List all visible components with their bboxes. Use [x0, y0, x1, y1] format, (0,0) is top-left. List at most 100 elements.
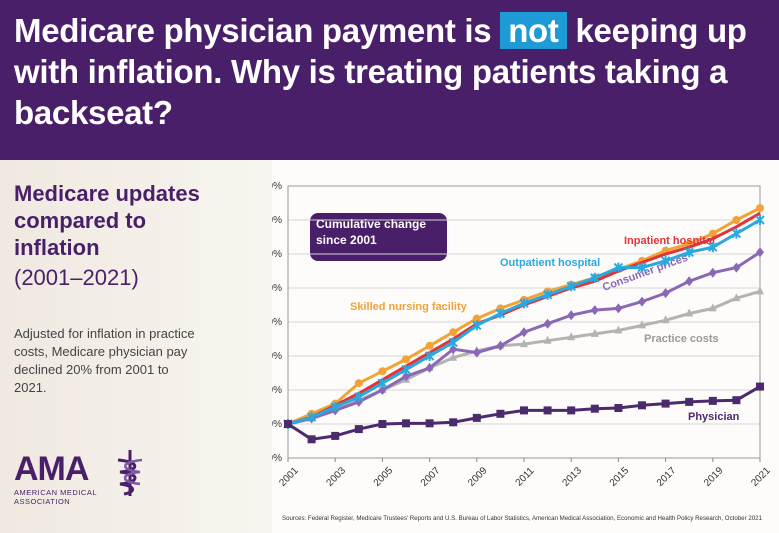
marker — [520, 406, 528, 415]
y-tick-label: 10% — [272, 385, 282, 396]
marker — [755, 215, 765, 225]
marker — [567, 406, 576, 415]
marker — [402, 419, 410, 428]
marker — [496, 409, 505, 418]
title-highlight: not — [500, 12, 567, 49]
marker — [638, 296, 646, 307]
left-panel: Medicare updates compared to inflation (… — [0, 160, 272, 533]
x-tick-label: 2005 — [372, 465, 396, 489]
marker — [567, 310, 576, 321]
marker — [495, 308, 506, 319]
marker — [590, 328, 599, 337]
marker — [402, 355, 410, 364]
marker — [590, 404, 599, 413]
marker — [685, 308, 694, 317]
marker — [354, 379, 363, 388]
marker — [472, 320, 482, 331]
x-tick-label: 2007 — [419, 465, 443, 489]
marker — [449, 352, 458, 361]
marker — [543, 335, 552, 344]
y-tick-label: -10% — [272, 453, 282, 464]
chart: Cumulative change since 2001 -10% 0% 10% 20… — [272, 160, 779, 533]
annotation-wrap: Cumulative change since 2001 — [316, 217, 426, 247]
y-tick-label: 60% — [272, 215, 282, 226]
marker — [732, 216, 741, 224]
x-tick-label: 2019 — [702, 465, 726, 489]
marker — [638, 320, 646, 329]
marker — [472, 314, 481, 323]
annotation-box — [310, 213, 447, 261]
marker — [519, 298, 529, 309]
years: (2001–2021) — [14, 265, 139, 290]
marker — [590, 305, 599, 316]
marker — [472, 413, 481, 422]
marker — [613, 262, 624, 273]
marker — [284, 420, 292, 428]
marker — [732, 262, 741, 273]
y-tick-label: 40% — [272, 283, 282, 294]
marker — [378, 385, 387, 395]
x-tick-label: 2021 — [749, 465, 773, 489]
x-tick-label: 2001 — [277, 465, 301, 489]
marker — [449, 328, 458, 337]
marker — [378, 420, 387, 428]
marker — [402, 371, 410, 382]
marker — [520, 339, 528, 348]
marker — [378, 367, 387, 376]
marker — [449, 344, 458, 355]
marker — [590, 272, 600, 283]
series-label: Physician — [688, 411, 740, 423]
marker — [307, 435, 316, 444]
series-label: Outpatient hospital — [500, 257, 600, 269]
marker — [638, 401, 646, 410]
marker — [496, 340, 505, 351]
marker — [331, 431, 340, 440]
marker — [732, 293, 741, 302]
marker — [354, 391, 364, 402]
marker — [520, 327, 528, 338]
marker — [708, 229, 717, 238]
marker — [660, 255, 671, 266]
x-tick-label: 2013 — [561, 465, 585, 489]
marker — [661, 399, 670, 408]
marker — [708, 267, 717, 278]
note: Adjusted for inflation in practice costs… — [14, 326, 195, 395]
marker — [732, 396, 741, 405]
marker — [567, 332, 576, 341]
x-tick-label: 2009 — [466, 465, 490, 489]
plot-frame — [287, 185, 761, 459]
series-label: Skilled nursing facility — [350, 301, 468, 313]
marker — [566, 281, 576, 292]
marker — [756, 286, 764, 295]
marker — [425, 362, 434, 373]
marker — [614, 325, 623, 334]
logo: AMA — [14, 450, 89, 488]
title: keeping up with inflation. Why is treati… — [14, 12, 747, 131]
marker — [425, 341, 434, 350]
marker — [685, 397, 694, 406]
marker — [543, 406, 552, 415]
marker — [614, 404, 623, 413]
x-tick-label: 2011 — [514, 465, 537, 488]
title: Medicare physician payment is — [14, 12, 492, 49]
marker — [330, 402, 340, 412]
marker — [637, 262, 647, 273]
marker — [708, 396, 717, 405]
marker — [756, 382, 764, 391]
marker — [756, 247, 764, 258]
source: Sources: Federal Register, Medicare Trus… — [282, 515, 762, 522]
y-tick-label: 70% — [272, 181, 282, 192]
marker — [354, 425, 363, 434]
x-tick-label: 2017 — [655, 465, 679, 489]
x-tick-label: 2003 — [325, 465, 349, 489]
marker — [424, 351, 435, 361]
marker — [684, 247, 694, 258]
marker — [543, 318, 552, 329]
marker — [614, 303, 623, 314]
y-tick-label: 20% — [272, 351, 282, 362]
subtitle: Medicare updates compared to inflation — [14, 181, 200, 260]
marker — [401, 364, 411, 375]
series-label: Practice costs — [644, 333, 719, 345]
marker — [472, 347, 481, 358]
